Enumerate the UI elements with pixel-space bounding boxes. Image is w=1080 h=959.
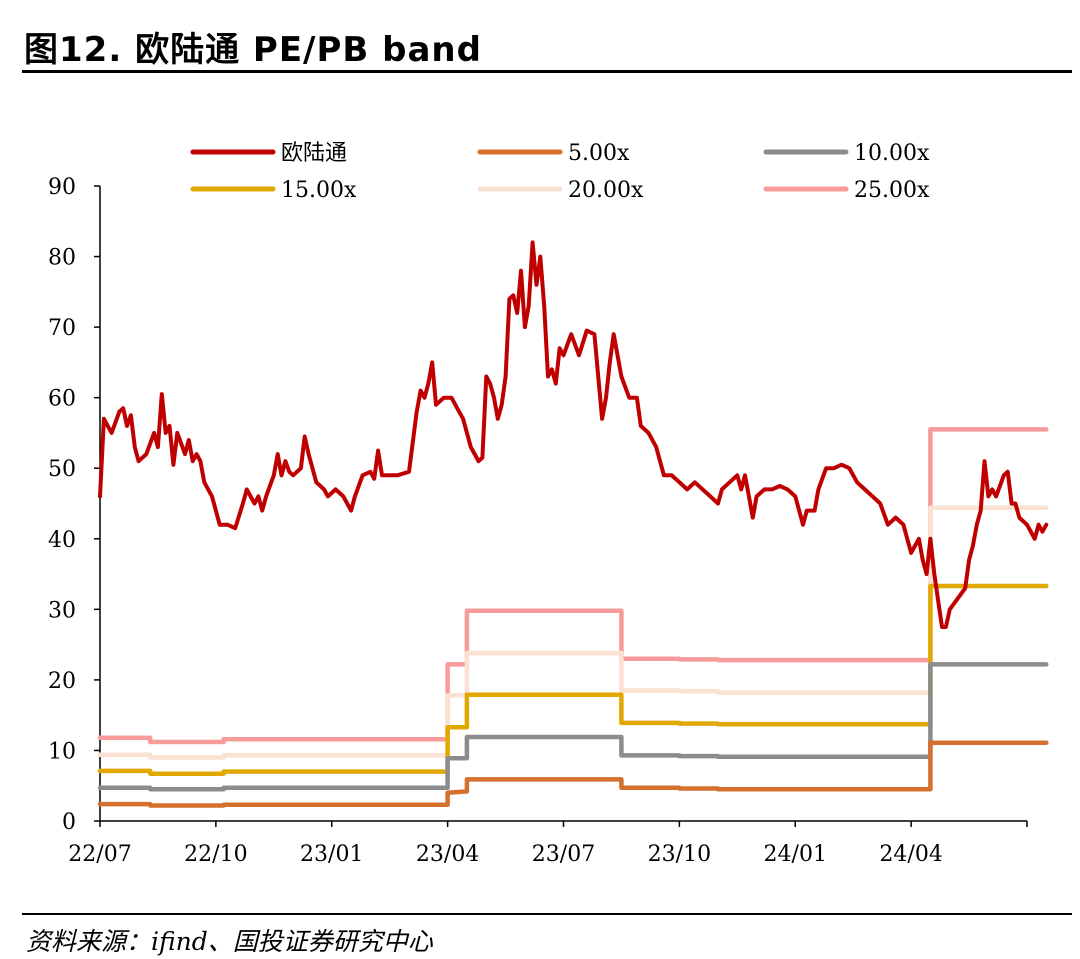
x-tick-label: 22/07 (68, 842, 131, 867)
y-tick-label: 40 (48, 528, 76, 553)
x-tick-label: 23/04 (416, 842, 479, 867)
chart-series (97, 240, 1049, 808)
chart-axes: 0 10 20 30 40 50 60 70 80 90 22/07 22/10 23/01 23/04 2… (48, 175, 1028, 867)
x-tick-label: 23/01 (300, 842, 363, 867)
series-line-20-00x (97, 505, 1049, 760)
legend-label: 欧陆通 (281, 141, 347, 166)
y-tick-label: 20 (48, 669, 76, 694)
legend-label: 10.00x (854, 141, 930, 166)
x-tick-label: 23/07 (532, 842, 595, 867)
source-note: 资料来源：ifind、国投证券研究中心 (26, 927, 433, 956)
top-rule (22, 70, 1072, 73)
y-tick-label: 90 (48, 175, 76, 200)
series-line-15-00x (97, 583, 1049, 776)
x-tick-label: 23/10 (648, 842, 711, 867)
y-tick-label: 0 (62, 810, 76, 835)
series-line-5-00x (97, 740, 1049, 808)
series-line-price (98, 240, 1049, 629)
figure-title: 图12. 欧陆通 PE/PB band (24, 30, 482, 70)
chart-legend: 欧陆通 5.00x 10.00x 15.00x 20.00x 25.00x (190, 141, 930, 203)
y-tick-label: 10 (48, 739, 76, 764)
pe-pb-band-chart: 0 10 20 30 40 50 60 70 80 90 22/07 22/10 23/01 23/04 2… (48, 141, 1049, 867)
series-line-25-00x (97, 427, 1049, 745)
series-line-10-00x (97, 662, 1049, 792)
y-tick-label: 60 (48, 387, 76, 412)
y-tick-label: 50 (48, 457, 76, 482)
x-tick-label: 24/01 (764, 842, 827, 867)
legend-label: 25.00x (854, 178, 930, 203)
legend-label: 20.00x (568, 178, 644, 203)
x-tick-label: 24/04 (879, 842, 942, 867)
y-tick-label: 70 (48, 316, 76, 341)
legend-label: 15.00x (281, 178, 357, 203)
bottom-rule (22, 913, 1072, 915)
x-tick-label: 22/10 (184, 842, 247, 867)
y-tick-label: 80 (48, 246, 76, 271)
legend-label: 5.00x (568, 141, 630, 166)
y-tick-label: 30 (48, 598, 76, 623)
